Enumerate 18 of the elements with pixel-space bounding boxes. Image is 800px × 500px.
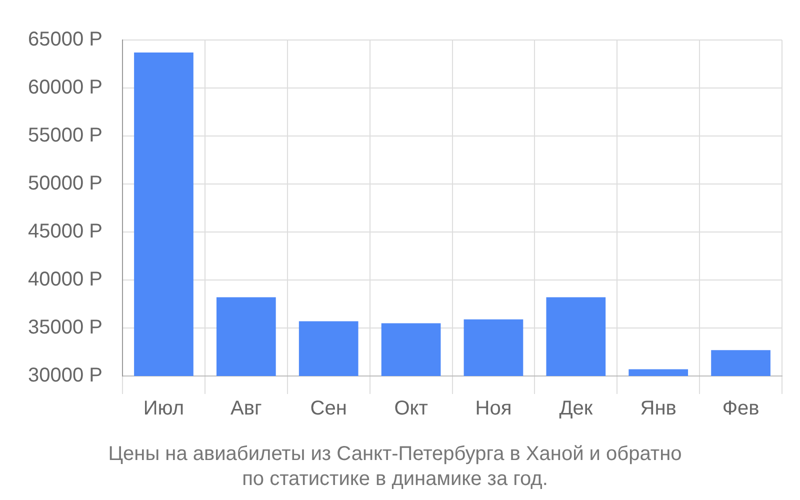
y-tick-label: 55000 Р [28,124,103,147]
x-tick-label: Авг [230,398,262,420]
y-tick-label: 45000 Р [28,220,103,243]
x-tick-label: Дек [559,398,593,420]
y-tick-label: 30000 Р [28,364,103,387]
x-tick-label: Сен [310,398,347,420]
text: Цены на авиабилеты из Санкт-Петербурга в Ханой и обратно [108,443,682,466]
y-tick-label: 50000 Р [28,172,103,195]
x-tick-label: Фев [722,398,760,420]
x-tick-label: Июл [143,398,184,420]
text: по статистике в динамике за год. [242,468,548,490]
x-tick-label: Ноя [475,398,512,420]
y-tick-label: 60000 Р [28,76,103,99]
x-tick-label: Янв [640,398,676,420]
y-tick-label: 35000 Р [28,316,103,339]
y-tick-label: 40000 Р [28,268,103,291]
x-tick-label: Окт [394,398,428,420]
y-tick-label: 65000 Р [28,28,103,51]
